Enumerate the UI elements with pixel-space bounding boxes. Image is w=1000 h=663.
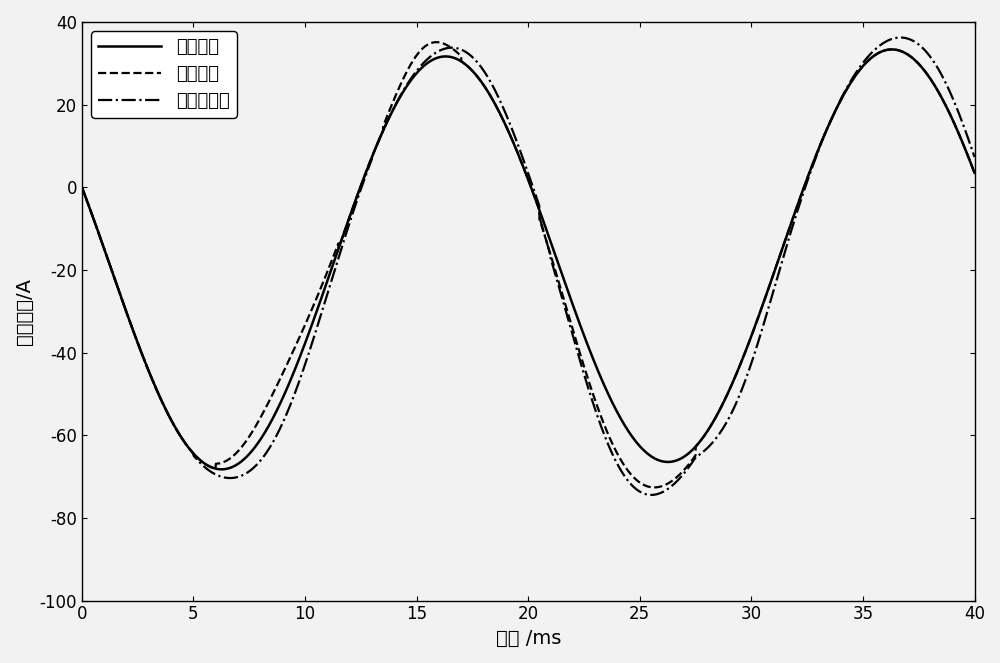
二次电流 xyxy=(725,383,737,391)
一次电流 xyxy=(458,60,470,68)
二次电流 xyxy=(941,105,953,113)
一次电流 xyxy=(500,123,512,131)
二次电流 xyxy=(76,184,88,192)
二次电流 xyxy=(430,38,442,46)
一次电流 xyxy=(968,169,980,177)
二次电流 xyxy=(500,123,512,131)
一次电流 xyxy=(886,46,898,54)
本发明算法 xyxy=(500,110,512,118)
本发明算法 xyxy=(968,153,980,161)
Legend: 一次电流, 二次电流, 本发明算法: 一次电流, 二次电流, 本发明算法 xyxy=(91,31,237,117)
本发明算法 xyxy=(645,491,657,499)
Line: 二次电流: 二次电流 xyxy=(82,42,974,487)
本发明算法 xyxy=(451,44,463,52)
本发明算法 xyxy=(76,184,88,192)
二次电流 xyxy=(968,169,980,177)
Line: 一次电流: 一次电流 xyxy=(82,50,974,469)
本发明算法 xyxy=(725,411,737,419)
二次电流 xyxy=(897,48,909,56)
一次电流 xyxy=(897,48,909,56)
本发明算法 xyxy=(941,83,953,91)
一次电流 xyxy=(216,465,228,473)
一次电流 xyxy=(941,105,953,113)
二次电流 xyxy=(648,483,660,491)
本发明算法 xyxy=(894,34,906,42)
Line: 本发明算法: 本发明算法 xyxy=(82,38,974,495)
本发明算法 xyxy=(458,47,470,55)
一次电流 xyxy=(451,55,463,63)
一次电流 xyxy=(725,383,737,391)
X-axis label: 时间 /ms: 时间 /ms xyxy=(496,629,561,648)
二次电流 xyxy=(458,60,470,68)
二次电流 xyxy=(451,48,463,56)
Y-axis label: 故障电流/A: 故障电流/A xyxy=(15,278,34,345)
本发明算法 xyxy=(897,34,909,42)
一次电流 xyxy=(76,184,88,192)
